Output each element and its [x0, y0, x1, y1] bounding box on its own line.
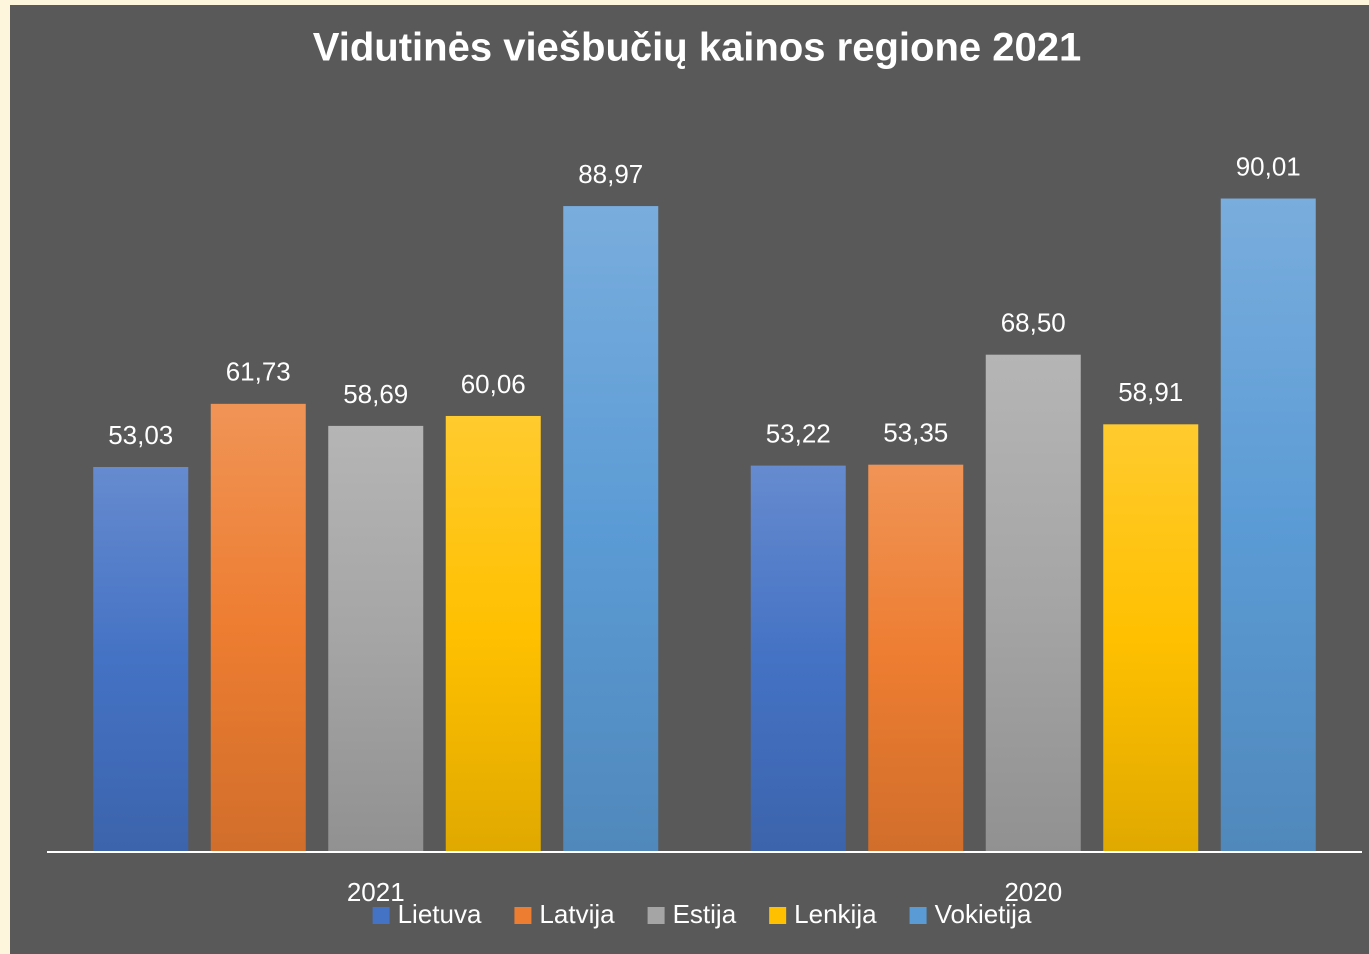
- bar: [1220, 198, 1316, 852]
- legend-label: Estija: [673, 899, 737, 929]
- data-label: 58,91: [1118, 377, 1183, 407]
- legend-swatch: [909, 907, 927, 924]
- legend-swatch: [514, 907, 532, 924]
- bar: [445, 415, 541, 852]
- chart-title: Vidutinės viešbučių kainos regione 2021: [313, 26, 1081, 70]
- data-label: 88,97: [578, 159, 643, 189]
- legend-label: Lietuva: [398, 899, 482, 929]
- bar: [985, 354, 1081, 852]
- data-label: 53,35: [883, 418, 948, 448]
- data-label: 61,73: [226, 357, 291, 387]
- data-label: 68,50: [1001, 308, 1066, 338]
- bar: [868, 464, 964, 852]
- legend: Lietuva Latvija Estija Lenkija Vokietija: [372, 899, 1032, 929]
- legend-label: Vokietija: [935, 899, 1032, 929]
- data-label: 90,01: [1236, 151, 1301, 181]
- bar: [328, 425, 424, 852]
- legend-swatch: [769, 907, 787, 924]
- bar: [1103, 424, 1199, 852]
- legend-label: Lenkija: [794, 899, 877, 929]
- data-label: 53,22: [766, 418, 831, 448]
- data-label: 53,03: [108, 420, 173, 450]
- bar: [93, 467, 189, 852]
- data-label: 58,69: [343, 379, 408, 409]
- bar: [750, 465, 846, 852]
- legend-swatch: [372, 907, 390, 924]
- bar: [210, 403, 306, 852]
- x-tick-label: 2021: [347, 877, 405, 907]
- legend-swatch: [647, 907, 665, 924]
- data-label: 60,06: [461, 369, 526, 399]
- legend-label: Latvija: [539, 899, 615, 929]
- x-tick-label: 2020: [1004, 877, 1062, 907]
- bar: [563, 206, 659, 852]
